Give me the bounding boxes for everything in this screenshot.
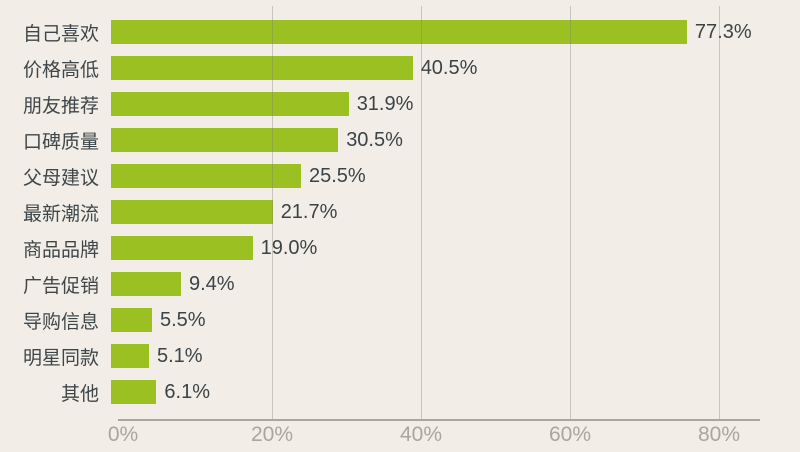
value-label: 5.5% [160,308,206,331]
bar-row: 广告促销 9.4% [0,266,800,302]
category-label: 朋友推荐 [22,95,99,117]
bar-row: 最新潮流 21.7% [0,194,800,230]
bar [111,380,157,404]
x-axis-line [118,419,760,421]
gridline [719,6,720,419]
value-label: 9.4% [189,272,235,295]
bar [111,164,301,188]
bar [111,20,687,44]
value-label: 21.7% [280,200,338,223]
category-label: 价格高低 [22,59,99,81]
bar [111,344,149,368]
gridline [421,6,422,419]
x-tick-label: 80% [697,423,741,446]
x-tick-label: 20% [250,423,294,446]
bar [111,236,253,260]
bar-row: 父母建议 25.5% [0,158,800,194]
bar [111,200,273,224]
x-tick-label: 60% [548,423,592,446]
bar-row: 商品品牌 19.0% [0,230,800,266]
category-label: 广告促销 [22,275,99,297]
gridline [570,6,571,419]
x-tick-label: 40% [399,423,443,446]
value-label: 5.1% [157,344,203,367]
bar-row: 朋友推荐 31.9% [0,86,800,122]
value-label: 30.5% [346,128,403,151]
value-label: 19.0% [260,236,318,259]
bar [111,92,349,116]
value-label: 77.3% [694,20,752,43]
category-label: 自己喜欢 [22,23,99,45]
x-tick-label: 0% [107,423,139,446]
bar-row: 导购信息 5.5% [0,302,800,338]
bar-row: 自己喜欢 77.3% [0,14,800,50]
value-label: 25.5% [309,164,366,187]
category-label: 口碑质量 [22,131,99,153]
category-label: 明星同款 [22,347,99,369]
category-label: 商品品牌 [22,239,99,261]
value-label: 40.5% [420,56,478,79]
bar [111,56,413,80]
category-label: 其他 [60,383,99,405]
category-label: 最新潮流 [22,203,99,225]
category-label: 导购信息 [22,311,99,333]
value-label: 6.1% [164,380,210,403]
value-label: 31.9% [356,92,414,115]
bar-rows: 自己喜欢 77.3% 价格高低 40.5% 朋友推荐 31.9% 口碑质量 30.5% 父母建议… [0,14,800,410]
bar-row: 价格高低 40.5% [0,50,800,86]
gridline [272,6,273,419]
category-label: 父母建议 [22,167,99,189]
bar [111,308,152,332]
bar [111,128,339,152]
bar-row: 口碑质量 30.5% [0,122,800,158]
bar-row: 其他 6.1% [0,374,800,410]
bar [111,272,181,296]
bar-row: 明星同款 5.1% [0,338,800,374]
